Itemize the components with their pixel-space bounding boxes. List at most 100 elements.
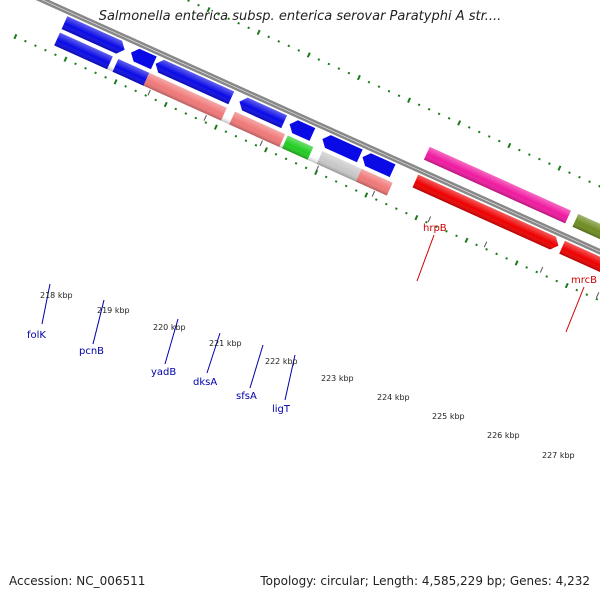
gc-dot	[548, 162, 551, 165]
gc-dot	[528, 153, 531, 156]
gc-dot	[247, 26, 250, 30]
gc-dot	[464, 237, 469, 243]
gc-dots-lower	[13, 33, 599, 301]
accession-text: Accession: NC_006511	[9, 574, 146, 588]
kbp-tick	[315, 165, 320, 172]
genome-title: Salmonella enterica subsp. enterica sero…	[98, 9, 502, 24]
kbp-tick	[483, 241, 488, 248]
kbp-label-220: 220 kbp	[153, 323, 186, 332]
leader-yadB	[164, 318, 179, 365]
gc-dot	[356, 74, 361, 81]
gc-dot	[585, 293, 589, 296]
gc-dot	[505, 257, 508, 260]
gc-dot	[197, 3, 200, 7]
gc-dot	[364, 192, 369, 198]
gc-dot	[94, 71, 97, 75]
gc-dot	[267, 35, 271, 39]
gc-dot	[535, 270, 539, 274]
gc-dot	[578, 175, 581, 179]
kbp-label-225: 225 kbp	[432, 412, 465, 421]
gc-dot	[595, 297, 599, 301]
gc-dot	[455, 234, 458, 238]
gc-dot	[234, 134, 238, 138]
gc-dot	[84, 66, 87, 70]
gc-dot	[317, 58, 321, 61]
gc-dot	[485, 248, 488, 251]
gc-dot	[54, 53, 57, 57]
gc-dot	[124, 85, 127, 88]
gc-dot	[374, 198, 378, 201]
kbp-tick	[259, 140, 263, 147]
gc-dot	[34, 44, 37, 47]
gc-dot	[495, 252, 498, 256]
gene-label-sfsA[interactable]: sfsA	[236, 391, 257, 402]
gc-dot	[405, 211, 408, 215]
gene-label-pcnB[interactable]: pcnB	[79, 346, 104, 357]
gene-label-ligT[interactable]: ligT	[272, 404, 291, 415]
gc-dot	[256, 29, 261, 36]
kbp-label-group: 218 kbp 219 kbp 220 kbp 221 kbp 222 kbp …	[40, 291, 575, 460]
backbone-line-outer	[32, 0, 600, 333]
leader-hrpB	[416, 234, 435, 282]
forward-strand	[61, 16, 600, 318]
reverse-strand	[423, 146, 600, 294]
gc-dot	[304, 166, 308, 170]
gene-label-hrpB[interactable]: hrpB	[423, 223, 447, 234]
leader-folK	[41, 283, 51, 325]
gene-reverse-6[interactable]	[320, 133, 363, 163]
gc-dot	[487, 135, 491, 138]
gc-dot	[575, 288, 579, 292]
gc-dot	[457, 120, 462, 126]
gc-dot	[187, 0, 190, 2]
gc-dot	[284, 157, 288, 161]
gc-dot	[467, 126, 471, 129]
gc-dot	[564, 282, 569, 289]
leader-dksA	[206, 332, 221, 374]
leader-sfsA	[249, 344, 264, 389]
kbp-label-221: 221 kbp	[209, 339, 242, 348]
leader-ligT	[284, 354, 296, 401]
gc-dot	[354, 189, 358, 192]
kbp-label-219: 219 kbp	[97, 306, 130, 315]
gc-dot	[545, 275, 549, 278]
gc-dot	[344, 184, 348, 188]
kbp-label-227: 227 kbp	[542, 451, 575, 460]
gc-dot	[514, 260, 519, 266]
kbp-label-218: 218 kbp	[40, 291, 73, 300]
gc-dot	[306, 52, 311, 58]
gc-dot	[427, 107, 431, 111]
gc-dot	[24, 39, 27, 43]
gc-dot	[387, 89, 391, 93]
gene-label-dksA[interactable]: dksA	[193, 377, 217, 388]
gc-dot	[507, 142, 512, 149]
gc-dot	[475, 243, 478, 247]
leader-mrcB	[565, 286, 585, 333]
gc-dot	[44, 48, 47, 52]
gc-dot	[163, 101, 168, 108]
kbp-tick	[147, 89, 151, 96]
gene-reverse-7[interactable]	[360, 151, 396, 178]
gene-reverse-5[interactable]	[287, 118, 316, 141]
forward-strand-lane-2	[54, 32, 393, 196]
gc-dot	[367, 80, 371, 84]
gc-dot	[555, 279, 559, 283]
gc-dot	[174, 107, 178, 111]
gc-dot	[337, 67, 341, 70]
kbp-tick	[427, 216, 432, 223]
gene-reverse-2[interactable]	[128, 46, 157, 70]
kbp-label-224: 224 kbp	[377, 393, 410, 402]
leader-pcnB	[92, 299, 105, 345]
gc-dot	[334, 180, 338, 183]
gc-dot	[63, 56, 68, 62]
gene-label-group: folK pcnB yadB dksA sfsA ligT hrpB mrcB	[27, 223, 597, 415]
gc-dot	[435, 225, 438, 229]
gc-dot	[395, 207, 398, 210]
gene-label-folK[interactable]: folK	[27, 330, 46, 341]
gc-dot	[518, 148, 521, 152]
gc-dot	[447, 117, 451, 120]
gene-label-mrcB[interactable]: mrcB	[571, 275, 597, 286]
kbp-tick	[371, 190, 376, 197]
gene-label-yadB[interactable]: yadB	[151, 367, 176, 378]
gc-dot	[294, 162, 298, 165]
gc-dot	[184, 112, 188, 115]
